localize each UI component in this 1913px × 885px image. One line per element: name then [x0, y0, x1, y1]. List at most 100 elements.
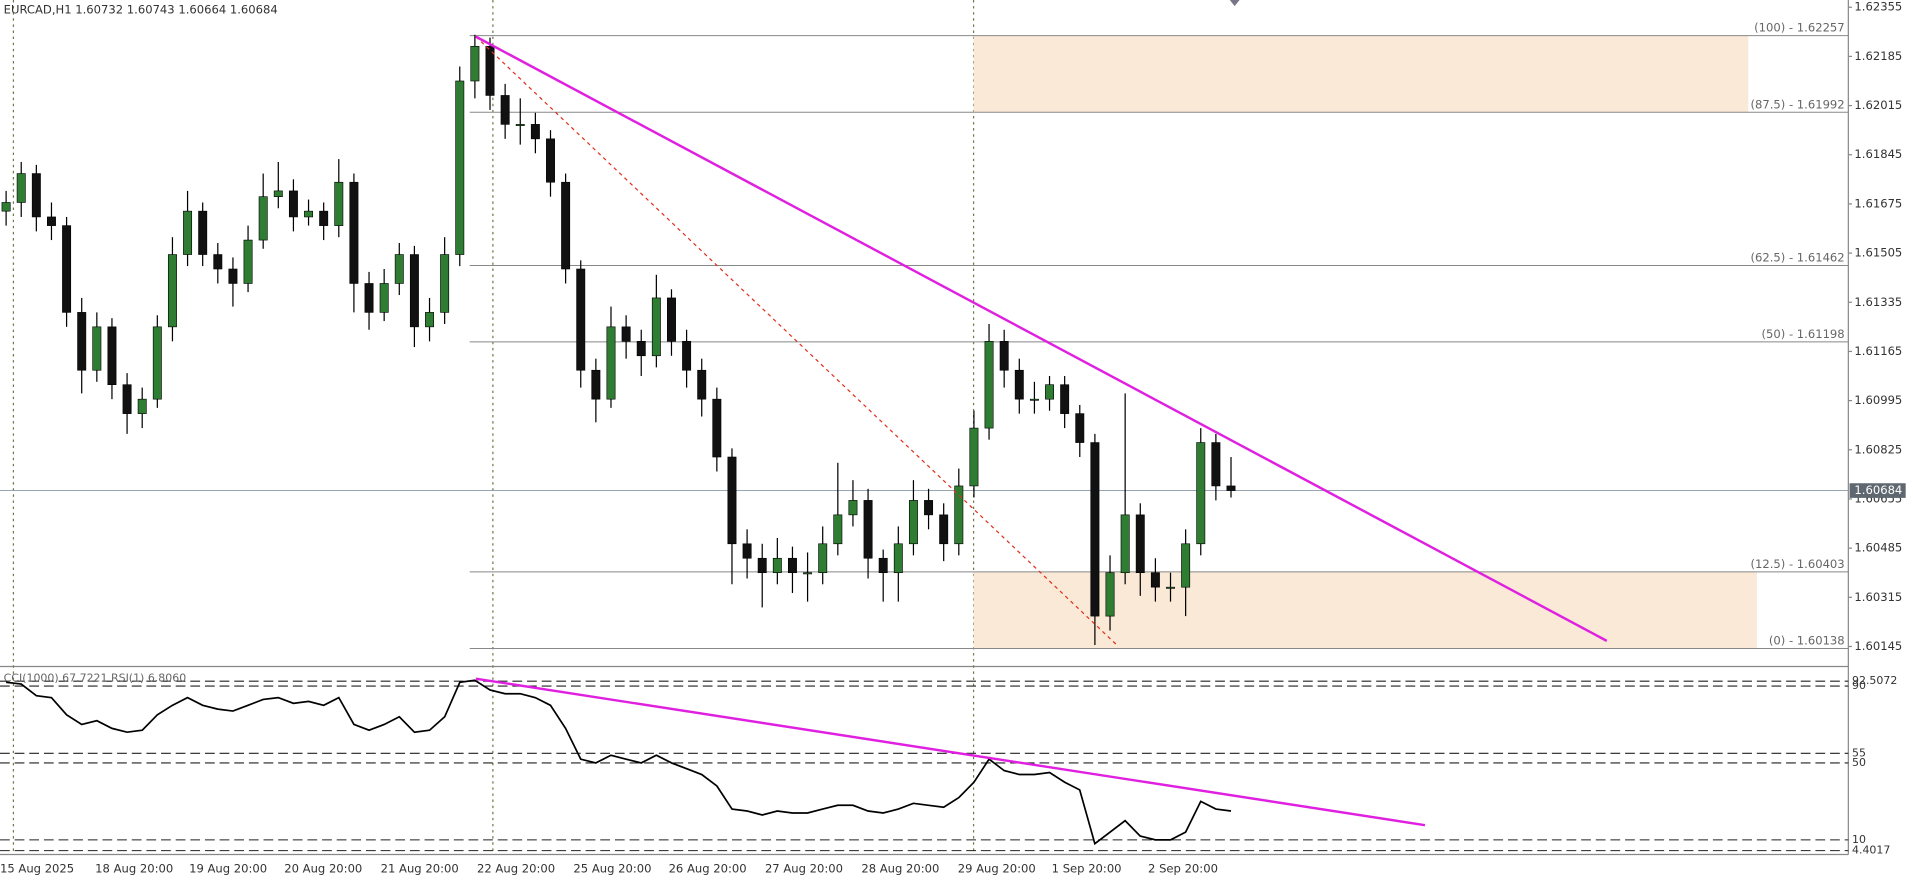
candle-body — [319, 210, 329, 226]
candle-body — [863, 500, 873, 559]
indicator-tick-label: 55 — [1852, 746, 1866, 759]
candle-body — [772, 557, 782, 574]
candle-body — [893, 543, 903, 574]
candle-body — [1150, 572, 1160, 588]
y-tick-label: 1.61845 — [1854, 147, 1902, 161]
candle-body — [924, 500, 934, 516]
candle-body — [1045, 384, 1055, 400]
candle-body — [1075, 413, 1085, 443]
trendline — [475, 35, 1608, 642]
fib-label: (62.5) - 1.61462 — [1750, 251, 1844, 265]
candle-body — [1196, 442, 1206, 545]
candle-body — [1, 202, 11, 212]
indicator-header: CCI(1000) 67.7221 RSI(1) 6.8060 — [4, 672, 187, 685]
x-tick-label: 15 Aug 2025 — [0, 862, 74, 876]
y-tick-label: 1.61675 — [1854, 196, 1902, 210]
y-tick-label: 1.60825 — [1854, 442, 1902, 456]
candle-body — [440, 254, 450, 313]
candle-body — [984, 341, 994, 429]
indicator-tick-label: 4.4017 — [1852, 844, 1890, 857]
candle-body — [1166, 586, 1175, 589]
candle-body — [878, 557, 888, 574]
y-tick-label: 1.60485 — [1854, 541, 1902, 555]
indicator-tick-label: 10 — [1852, 833, 1866, 846]
grid — [0, 6, 1852, 852]
indicator-tick-label: 92.5072 — [1852, 674, 1897, 687]
candle-body — [712, 398, 722, 458]
candle-body — [198, 210, 208, 255]
candle-body — [288, 190, 298, 218]
fib-base-line — [475, 36, 1117, 645]
y-tick-label: 1.61505 — [1854, 246, 1902, 260]
candle-body — [409, 254, 419, 328]
candle-body — [515, 124, 525, 126]
candle-body — [742, 543, 752, 559]
fib-label: (87.5) - 1.61992 — [1750, 97, 1844, 111]
candle-body — [379, 283, 389, 313]
candle-body — [455, 80, 465, 255]
candle-body — [425, 312, 434, 328]
fib-zone — [973, 571, 1757, 649]
candle-body — [833, 514, 843, 545]
candle-body — [530, 124, 540, 140]
candle-body — [1226, 485, 1236, 491]
candle-body — [969, 427, 979, 487]
candle-body — [667, 297, 676, 342]
indicator-line — [5, 679, 1232, 846]
indicator-tick-label: 90 — [1852, 679, 1866, 692]
x-tick-label: 19 Aug 20:00 — [189, 862, 267, 876]
candle-body — [787, 557, 797, 574]
candle-body — [273, 190, 283, 197]
candle-body — [818, 543, 828, 574]
candle-body — [364, 283, 374, 313]
zones — [973, 35, 1757, 649]
indicator-tick-label: 50 — [1852, 756, 1866, 769]
indicator-trendline — [475, 677, 1426, 827]
candle-body — [304, 210, 314, 218]
candle-body — [47, 216, 56, 226]
candle-body — [1211, 442, 1221, 487]
candle-body — [908, 500, 918, 545]
x-tick-label: 28 Aug 20:00 — [861, 862, 939, 876]
candle-body — [16, 173, 26, 203]
shift-marker — [1229, 0, 1240, 7]
x-tick-label: 2 Sep 20:00 — [1148, 862, 1218, 876]
symbol-header: EURCAD,H1 1.60732 1.60743 1.60664 1.6068… — [4, 2, 278, 16]
candle-body — [682, 341, 692, 371]
candle-body — [167, 254, 177, 328]
candle-body — [1105, 572, 1115, 617]
candle-body — [213, 254, 223, 270]
candle-body — [77, 312, 87, 371]
candle-body — [31, 173, 41, 218]
y-tick-label: 1.61165 — [1854, 344, 1902, 358]
candle-body — [727, 456, 737, 545]
candle-body — [576, 268, 586, 371]
candle-body — [394, 254, 404, 284]
candle-body — [636, 341, 646, 357]
fib-label: (0) - 1.60138 — [1769, 634, 1845, 648]
y-tick-label: 1.61335 — [1854, 295, 1902, 309]
current-price-label: 1.60684 — [1854, 483, 1902, 497]
fib-zone — [973, 35, 1749, 113]
candle-body — [606, 326, 616, 400]
candle-body — [334, 181, 344, 226]
candles — [1, 34, 1236, 846]
candle-body — [1135, 514, 1145, 574]
candle-body — [500, 95, 510, 125]
candle-body — [152, 326, 162, 400]
x-tick-label: 18 Aug 20:00 — [95, 862, 173, 876]
candle-body — [999, 341, 1009, 371]
candle-body — [757, 557, 767, 574]
candle-body — [62, 225, 72, 313]
candle-body — [1060, 384, 1070, 414]
y-tick-label: 1.62015 — [1854, 98, 1902, 112]
fib-label: (50) - 1.61198 — [1762, 327, 1845, 341]
x-tick-label: 25 Aug 20:00 — [573, 862, 651, 876]
x-tick-label: 26 Aug 20:00 — [669, 862, 747, 876]
candle-body — [939, 514, 949, 545]
candle-body — [621, 326, 631, 342]
candle-body — [485, 45, 495, 96]
